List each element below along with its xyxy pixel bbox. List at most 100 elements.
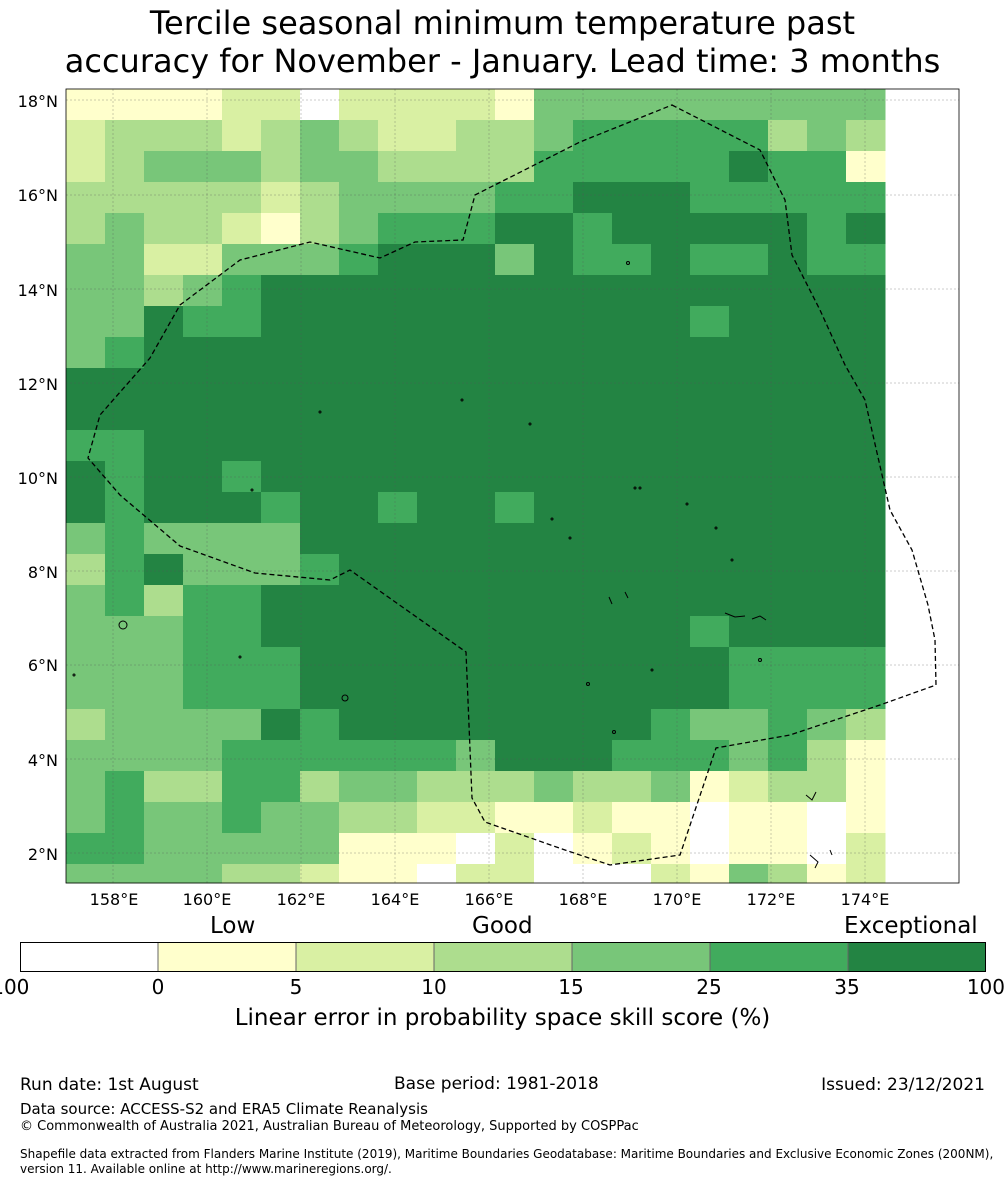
skill-cell [768,244,808,276]
skill-cell [612,585,652,617]
skill-cell [339,120,379,152]
skill-cell [66,554,106,586]
colorbar-tick-100: 100 [966,975,1005,999]
skill-cell [105,244,145,276]
skill-cell [729,740,769,772]
skill-cell [690,182,730,214]
skill-cell [144,492,184,524]
skill-cell [690,151,730,183]
lat-label-10n: 10°N [17,469,58,488]
skill-cell [222,213,262,245]
skill-cell [729,864,769,884]
skill-cell [729,368,769,400]
skill-cell [768,740,808,772]
skill-cell [534,523,574,555]
skill-cell [690,523,730,555]
skill-cell [261,306,301,338]
skill-cell [66,306,106,338]
skill-cell [690,337,730,369]
shapefile-credit-line-1: Shapefile data extracted from Flanders M… [20,1147,994,1161]
skill-cell [534,678,574,710]
skill-cell [612,430,652,462]
skill-cell [729,306,769,338]
skill-cell [105,89,145,121]
skill-cell [573,585,613,617]
colorbar-tick-minus100: -100 [0,975,30,999]
map-title-line-1: Tercile seasonal minimum temperature pas… [149,4,856,42]
skill-cell [378,120,418,152]
skill-cell [534,275,574,307]
skill-cell [612,833,652,865]
skill-cell [105,616,145,648]
skill-cell [612,244,652,276]
skill-cell [105,585,145,617]
skill-cell [846,430,886,462]
skill-cell [300,802,340,834]
skill-cell [573,89,613,121]
skill-cell [222,523,262,555]
skill-cell [66,833,106,865]
skill-cell [534,616,574,648]
skill-cell [105,833,145,865]
skill-cell [495,740,535,772]
colorbar-tick-35: 35 [834,975,860,999]
skill-cell [66,647,106,679]
skill-cell [417,864,457,884]
skill-cell [66,213,106,245]
skill-cell [183,709,223,741]
skill-cell [846,182,886,214]
skill-cell [846,244,886,276]
skill-cell [261,182,301,214]
skill-cell [261,864,301,884]
colorbar-segment [433,942,573,972]
colorbar [20,942,986,972]
skill-cell [456,647,496,679]
skill-cell [651,430,691,462]
skill-cell [66,678,106,710]
skill-cell [534,740,574,772]
skill-cell [105,492,145,524]
skill-cell [573,678,613,710]
skill-cell [183,399,223,431]
skill-cell [222,771,262,803]
skill-cell [690,89,730,121]
skill-cell [417,151,457,183]
skill-cell [807,802,847,834]
skill-cell [222,89,262,121]
skill-cell [573,151,613,183]
skill-cell [651,833,691,865]
skill-cell [66,864,106,884]
skill-cell [183,678,223,710]
skill-cell [495,151,535,183]
skill-cell [846,523,886,555]
skill-cell [417,430,457,462]
skill-cell [417,306,457,338]
skill-cell [612,399,652,431]
skill-cell [612,523,652,555]
skill-cell [456,740,496,772]
skill-cell [807,616,847,648]
skill-cell [768,275,808,307]
skill-cell [300,709,340,741]
skill-cell [456,182,496,214]
skill-cell [261,833,301,865]
skill-cell [183,616,223,648]
skill-cell [261,120,301,152]
skill-cell [846,678,886,710]
skill-cell [651,523,691,555]
skill-cell [105,213,145,245]
skill-cell [534,771,574,803]
skill-cell [261,523,301,555]
skill-cell [768,554,808,586]
skill-cell [339,337,379,369]
skill-cell [66,771,106,803]
skill-cell [300,430,340,462]
skill-cell [729,244,769,276]
skill-cell [573,182,613,214]
skill-cell [105,399,145,431]
skill-cell [651,368,691,400]
skill-cell [651,306,691,338]
skill-cell [651,585,691,617]
skill-cell [66,430,106,462]
skill-cell [339,151,379,183]
